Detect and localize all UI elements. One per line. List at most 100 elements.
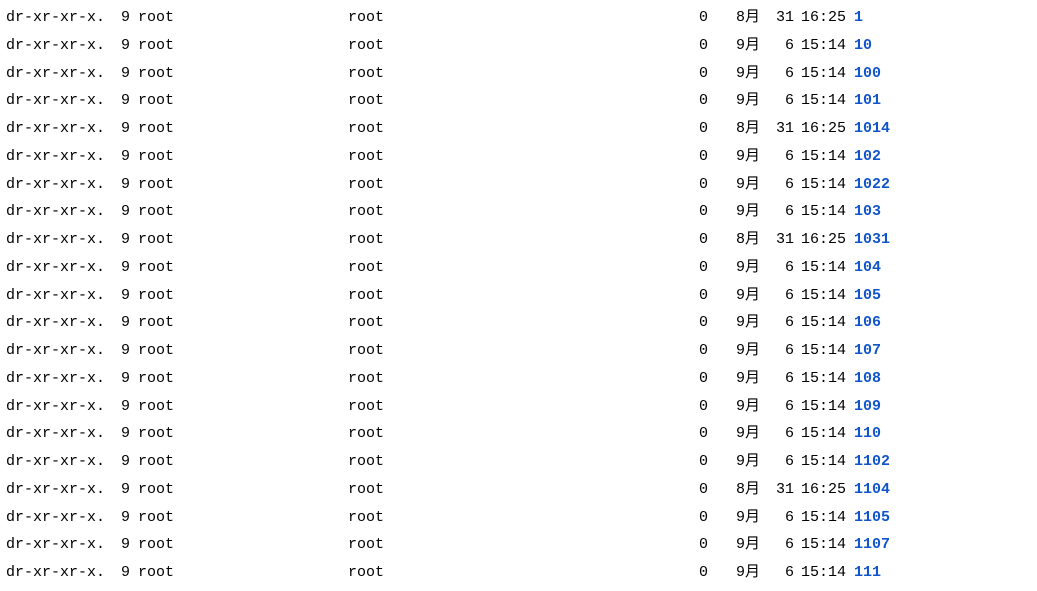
list-row: dr-xr-xr-x.9rootroot09月615:14102	[6, 143, 1031, 171]
owner: root	[138, 32, 348, 60]
permissions: dr-xr-xr-x.	[6, 365, 104, 393]
directory-name: 1105	[854, 504, 890, 532]
permissions: dr-xr-xr-x.	[6, 32, 104, 60]
month: 8月	[708, 115, 760, 143]
owner: root	[138, 115, 348, 143]
time: 15:14	[794, 171, 854, 199]
group: root	[348, 87, 678, 115]
time: 15:14	[794, 337, 854, 365]
time: 15:14	[794, 60, 854, 88]
time: 15:14	[794, 448, 854, 476]
month: 9月	[708, 198, 760, 226]
day: 6	[760, 448, 794, 476]
day: 6	[760, 365, 794, 393]
time: 16:25	[794, 4, 854, 32]
month: 9月	[708, 254, 760, 282]
time: 15:14	[794, 198, 854, 226]
month: 9月	[708, 87, 760, 115]
list-row: dr-xr-xr-x.9rootroot09月615:14106	[6, 309, 1031, 337]
group: root	[348, 337, 678, 365]
link-count: 9	[104, 4, 138, 32]
list-row: dr-xr-xr-x.9rootroot09月615:14104	[6, 254, 1031, 282]
group: root	[348, 504, 678, 532]
permissions: dr-xr-xr-x.	[6, 476, 104, 504]
month: 9月	[708, 393, 760, 421]
month: 8月	[708, 226, 760, 254]
time: 15:14	[794, 531, 854, 559]
permissions: dr-xr-xr-x.	[6, 531, 104, 559]
directory-name: 1	[854, 4, 863, 32]
permissions: dr-xr-xr-x.	[6, 171, 104, 199]
time: 15:14	[794, 309, 854, 337]
time: 15:14	[794, 420, 854, 448]
owner: root	[138, 420, 348, 448]
link-count: 9	[104, 309, 138, 337]
permissions: dr-xr-xr-x.	[6, 198, 104, 226]
link-count: 9	[104, 365, 138, 393]
group: root	[348, 365, 678, 393]
list-row: dr-xr-xr-x.9rootroot09月615:14105	[6, 282, 1031, 310]
link-count: 9	[104, 171, 138, 199]
owner: root	[138, 198, 348, 226]
link-count: 9	[104, 531, 138, 559]
permissions: dr-xr-xr-x.	[6, 448, 104, 476]
day: 6	[760, 531, 794, 559]
owner: root	[138, 226, 348, 254]
directory-name: 105	[854, 282, 881, 310]
time: 15:14	[794, 282, 854, 310]
month: 9月	[708, 60, 760, 88]
time: 15:14	[794, 87, 854, 115]
link-count: 9	[104, 504, 138, 532]
day: 6	[760, 420, 794, 448]
day: 6	[760, 254, 794, 282]
group: root	[348, 143, 678, 171]
permissions: dr-xr-xr-x.	[6, 309, 104, 337]
permissions: dr-xr-xr-x.	[6, 337, 104, 365]
permissions: dr-xr-xr-x.	[6, 559, 104, 587]
list-row: dr-xr-xr-x.9rootroot09月615:14109	[6, 393, 1031, 421]
directory-name: 107	[854, 337, 881, 365]
directory-name: 100	[854, 60, 881, 88]
month: 9月	[708, 282, 760, 310]
list-row: dr-xr-xr-x.9rootroot09月615:1410	[6, 32, 1031, 60]
size: 0	[678, 171, 708, 199]
size: 0	[678, 531, 708, 559]
day: 31	[760, 115, 794, 143]
size: 0	[678, 282, 708, 310]
permissions: dr-xr-xr-x.	[6, 226, 104, 254]
directory-name: 101	[854, 87, 881, 115]
owner: root	[138, 171, 348, 199]
month: 9月	[708, 531, 760, 559]
list-row: dr-xr-xr-x.9rootroot09月615:14101	[6, 87, 1031, 115]
owner: root	[138, 365, 348, 393]
month: 8月	[708, 476, 760, 504]
group: root	[348, 254, 678, 282]
time: 16:25	[794, 115, 854, 143]
group: root	[348, 282, 678, 310]
directory-name: 1014	[854, 115, 890, 143]
list-row: dr-xr-xr-x.9rootroot09月615:14108	[6, 365, 1031, 393]
owner: root	[138, 476, 348, 504]
day: 6	[760, 559, 794, 587]
directory-name: 106	[854, 309, 881, 337]
time: 15:14	[794, 32, 854, 60]
owner: root	[138, 282, 348, 310]
size: 0	[678, 420, 708, 448]
link-count: 9	[104, 32, 138, 60]
link-count: 9	[104, 282, 138, 310]
group: root	[348, 4, 678, 32]
time: 16:25	[794, 476, 854, 504]
group: root	[348, 115, 678, 143]
size: 0	[678, 226, 708, 254]
directory-name: 104	[854, 254, 881, 282]
list-row: dr-xr-xr-x.9rootroot08月3116:251031	[6, 226, 1031, 254]
permissions: dr-xr-xr-x.	[6, 420, 104, 448]
size: 0	[678, 254, 708, 282]
permissions: dr-xr-xr-x.	[6, 60, 104, 88]
link-count: 9	[104, 254, 138, 282]
day: 6	[760, 337, 794, 365]
time: 16:25	[794, 226, 854, 254]
day: 6	[760, 171, 794, 199]
permissions: dr-xr-xr-x.	[6, 4, 104, 32]
list-row: dr-xr-xr-x.9rootroot09月615:14110	[6, 420, 1031, 448]
